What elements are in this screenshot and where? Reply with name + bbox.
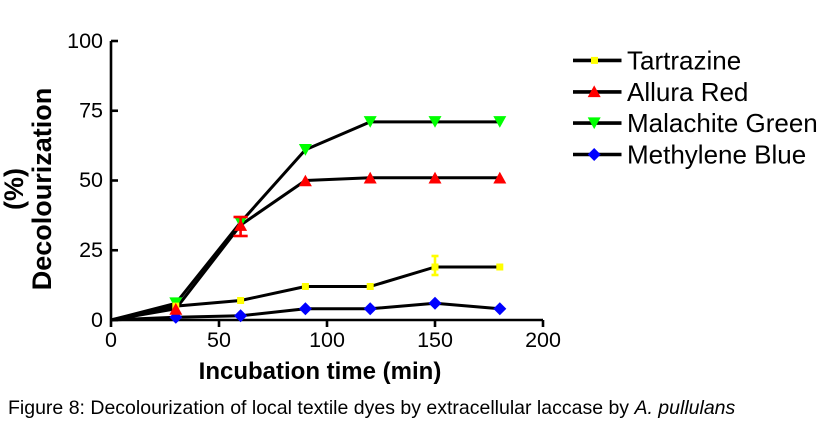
svg-text:75: 75	[79, 99, 103, 123]
svg-text:0: 0	[105, 328, 117, 352]
svg-text:25: 25	[79, 238, 103, 262]
svg-text:0: 0	[91, 308, 103, 332]
svg-text:50: 50	[79, 168, 103, 192]
svg-text:150: 150	[417, 328, 453, 352]
svg-text:Tartrazine: Tartrazine	[627, 46, 741, 76]
svg-text:100: 100	[309, 328, 345, 352]
svg-text:Methylene Blue: Methylene Blue	[627, 140, 806, 170]
svg-text:50: 50	[207, 328, 231, 352]
svg-text:Allura Red: Allura Red	[627, 77, 748, 107]
svg-text:200: 200	[525, 328, 561, 352]
svg-text:Decolourization: Decolourization	[27, 88, 57, 291]
svg-text:100: 100	[67, 29, 103, 53]
svg-text:(%): (%)	[0, 168, 29, 210]
svg-text:Malachite Green: Malachite Green	[627, 108, 818, 138]
svg-text:Incubation time (min): Incubation time (min)	[199, 358, 442, 385]
